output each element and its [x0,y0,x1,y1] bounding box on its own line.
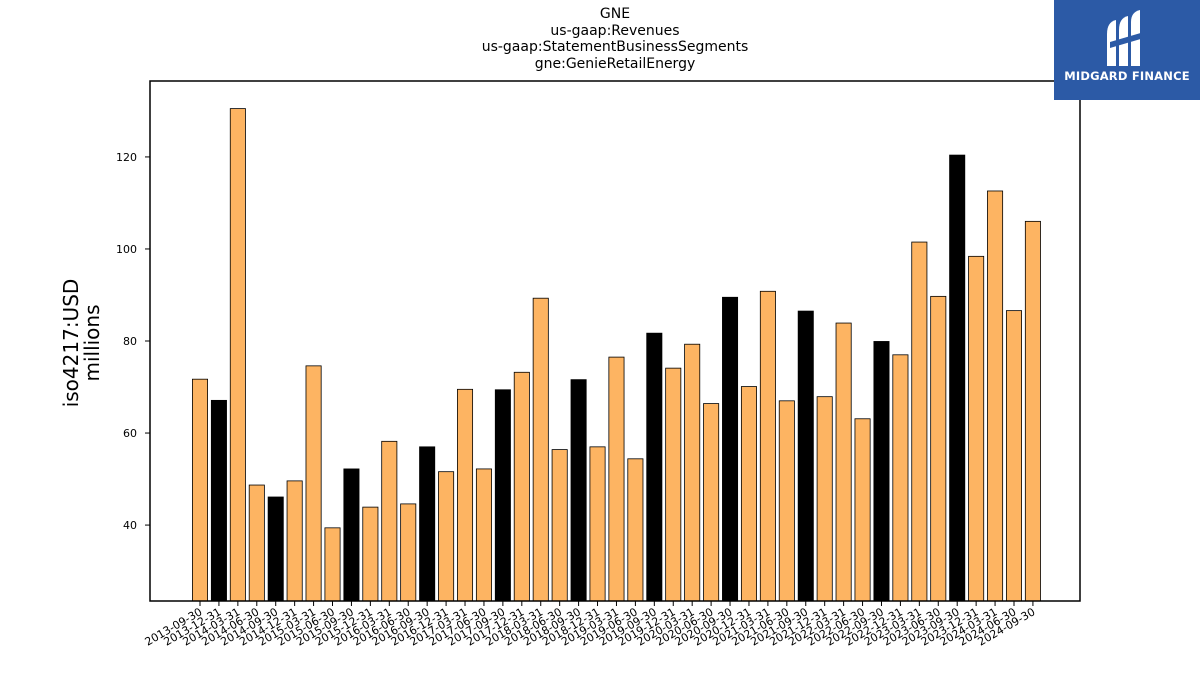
bar-2019-03-31 [608,356,625,602]
bar-2023-06-30 [930,295,947,602]
bar-2016-06-30 [400,503,417,602]
title-line-4: gne:GenieRetailEnergy [534,55,696,72]
bar-2017-03-31 [457,388,474,602]
x-axis: 2013-09-302013-12-312014-03-312014-06-30… [143,601,1037,649]
bar-2016-03-31 [381,440,398,602]
bar-2022-09-30 [873,341,890,602]
title-line-2: us-gaap:Revenues [550,22,680,39]
bar-2022-06-30 [854,418,871,602]
bar-2016-12-31 [438,471,455,602]
bar-2022-03-31 [835,322,852,602]
bar-2021-06-30 [778,400,795,602]
bar-2016-09-30 [419,446,436,602]
y-axis: 40 60 80 100 120 [116,151,150,532]
bar-2021-03-31 [759,290,776,602]
y-tick-label: 40 [123,519,137,532]
bar-2017-06-30 [475,468,492,602]
bar-2018-03-31 [532,297,549,602]
bar-2018-06-30 [551,449,568,602]
bar-2024-06-30 [1005,310,1022,602]
bar-2017-12-31 [513,371,530,602]
bar-2015-09-30 [343,468,360,602]
bar-2020-12-31 [740,386,757,602]
y-tick-label: 100 [116,243,137,256]
bar-2014-03-31 [229,108,246,602]
bar-2024-03-31 [987,190,1004,602]
bar-2015-03-31 [305,365,322,602]
bar-2015-06-30 [324,527,341,602]
title-line-3: us-gaap:StatementBusinessSegments [481,39,749,55]
bar-2023-03-31 [911,241,928,602]
bar-2020-06-30 [703,403,720,602]
bar-2014-06-30 [248,484,265,602]
bar-2018-12-31 [589,446,606,602]
midgard-logo-icon [1107,10,1144,66]
bars-group [191,108,1041,602]
y-tick-label: 120 [116,151,137,164]
bar-2022-12-31 [892,354,909,602]
bar-2023-12-31 [968,255,985,602]
bar-2013-09-30 [191,378,208,602]
bar-2021-12-31 [816,396,833,602]
bar-2020-03-31 [684,343,701,602]
bar-2014-12-31 [286,480,303,602]
bar-2019-06-30 [627,458,644,602]
midgard-finance-logo: MIDGARD FINANCE [1054,0,1200,100]
bar-2020-09-30 [722,296,739,602]
bar-2018-09-30 [570,379,587,602]
bar-2015-12-31 [362,506,379,602]
title-line-1: GNE [599,6,631,22]
bar-2013-12-31 [210,399,227,602]
bar-2017-09-30 [494,389,511,602]
y-tick-label: 60 [123,427,137,440]
logo-text: MIDGARD FINANCE [1064,69,1190,83]
bar-2021-09-30 [797,310,814,602]
y-tick-label: 80 [123,335,137,348]
bar-2019-12-31 [665,367,682,602]
bar-2019-09-30 [646,332,663,602]
chart-title: GNE us-gaap:Revenues us-gaap:StatementBu… [315,6,915,72]
bar-2023-09-30 [949,154,966,602]
bar-2024-09-30 [1024,220,1041,602]
bar-2014-09-30 [267,496,284,602]
